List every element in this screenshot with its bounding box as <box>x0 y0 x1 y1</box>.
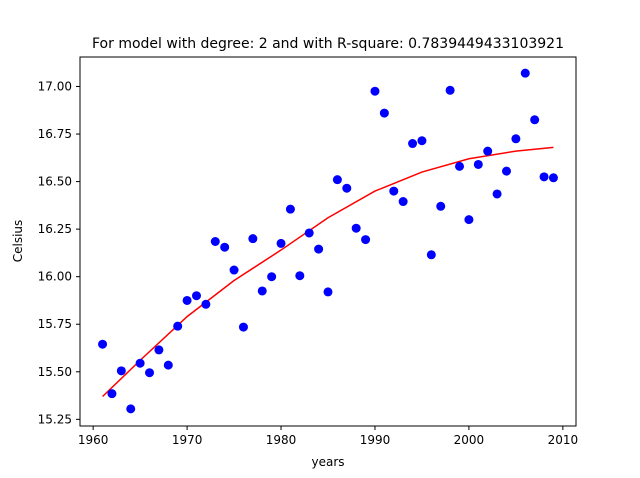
plot-area <box>80 57 576 426</box>
y-tick-label: 16.00 <box>38 270 72 284</box>
data-point <box>455 161 465 171</box>
y-tick-label: 15.75 <box>38 317 72 331</box>
data-point <box>398 197 408 207</box>
x-tick-label: 1970 <box>172 433 203 447</box>
data-point <box>145 368 155 378</box>
data-point <box>370 86 380 96</box>
y-tick-label: 15.50 <box>38 365 72 379</box>
data-point <box>492 189 502 199</box>
y-tick-label: 16.50 <box>38 175 72 189</box>
data-point <box>182 295 192 305</box>
data-point <box>314 244 324 254</box>
data-point <box>520 68 530 78</box>
data-point <box>154 345 164 355</box>
data-point <box>248 234 258 244</box>
data-point <box>379 108 389 118</box>
chart-title: For model with degree: 2 and with R-squa… <box>92 36 564 52</box>
data-point <box>323 287 333 297</box>
data-point <box>220 242 230 252</box>
y-axis-label: Celsius <box>11 220 25 263</box>
data-point <box>210 237 220 246</box>
data-point <box>257 286 267 296</box>
data-point <box>276 238 286 248</box>
data-point <box>107 389 117 399</box>
data-point <box>436 201 446 211</box>
x-axis-label: years <box>311 455 344 469</box>
fit-layer <box>102 146 554 398</box>
data-point <box>426 250 436 260</box>
data-point <box>539 172 549 182</box>
plot-frame <box>79 56 577 427</box>
data-point <box>238 322 248 332</box>
data-point <box>464 215 474 225</box>
data-point <box>332 175 342 185</box>
data-point <box>483 146 493 156</box>
x-tick-label: 2000 <box>454 433 485 447</box>
fit-line <box>102 146 554 398</box>
x-tick-label: 1960 <box>78 433 109 447</box>
x-tick-label: 1980 <box>266 433 297 447</box>
data-point <box>201 299 211 309</box>
data-point <box>267 272 277 282</box>
y-axis: 15.25 15.50 15.75 16.00 16.25 16.50 16.75 17.00 <box>38 79 80 426</box>
data-point <box>445 85 455 95</box>
x-axis: 1960 1970 1980 1990 2000 2010 <box>78 426 578 447</box>
y-tick-label: 16.75 <box>38 127 72 141</box>
data-point <box>295 271 305 281</box>
data-point <box>501 166 511 176</box>
data-point <box>135 358 145 368</box>
data-point <box>285 204 295 214</box>
data-point <box>163 360 173 370</box>
data-point <box>511 134 521 144</box>
data-point <box>351 223 361 233</box>
data-point <box>229 265 239 275</box>
data-point <box>417 136 427 146</box>
data-point <box>548 173 558 183</box>
x-tick-label: 1990 <box>360 433 391 447</box>
data-point <box>530 115 540 125</box>
y-tick-label: 17.00 <box>38 79 72 93</box>
y-tick-label: 16.25 <box>38 222 72 236</box>
data-point <box>304 228 314 238</box>
data-point <box>389 186 399 196</box>
data-point <box>408 139 418 149</box>
data-point <box>191 291 201 301</box>
data-point <box>126 404 136 414</box>
points-layer <box>98 68 558 414</box>
data-point <box>342 183 352 193</box>
data-point <box>173 321 183 331</box>
x-tick-label: 2010 <box>548 433 579 447</box>
data-point <box>98 339 108 349</box>
data-point <box>361 235 371 245</box>
data-point <box>473 159 483 169</box>
data-point <box>116 366 126 376</box>
y-tick-label: 15.25 <box>38 412 72 426</box>
